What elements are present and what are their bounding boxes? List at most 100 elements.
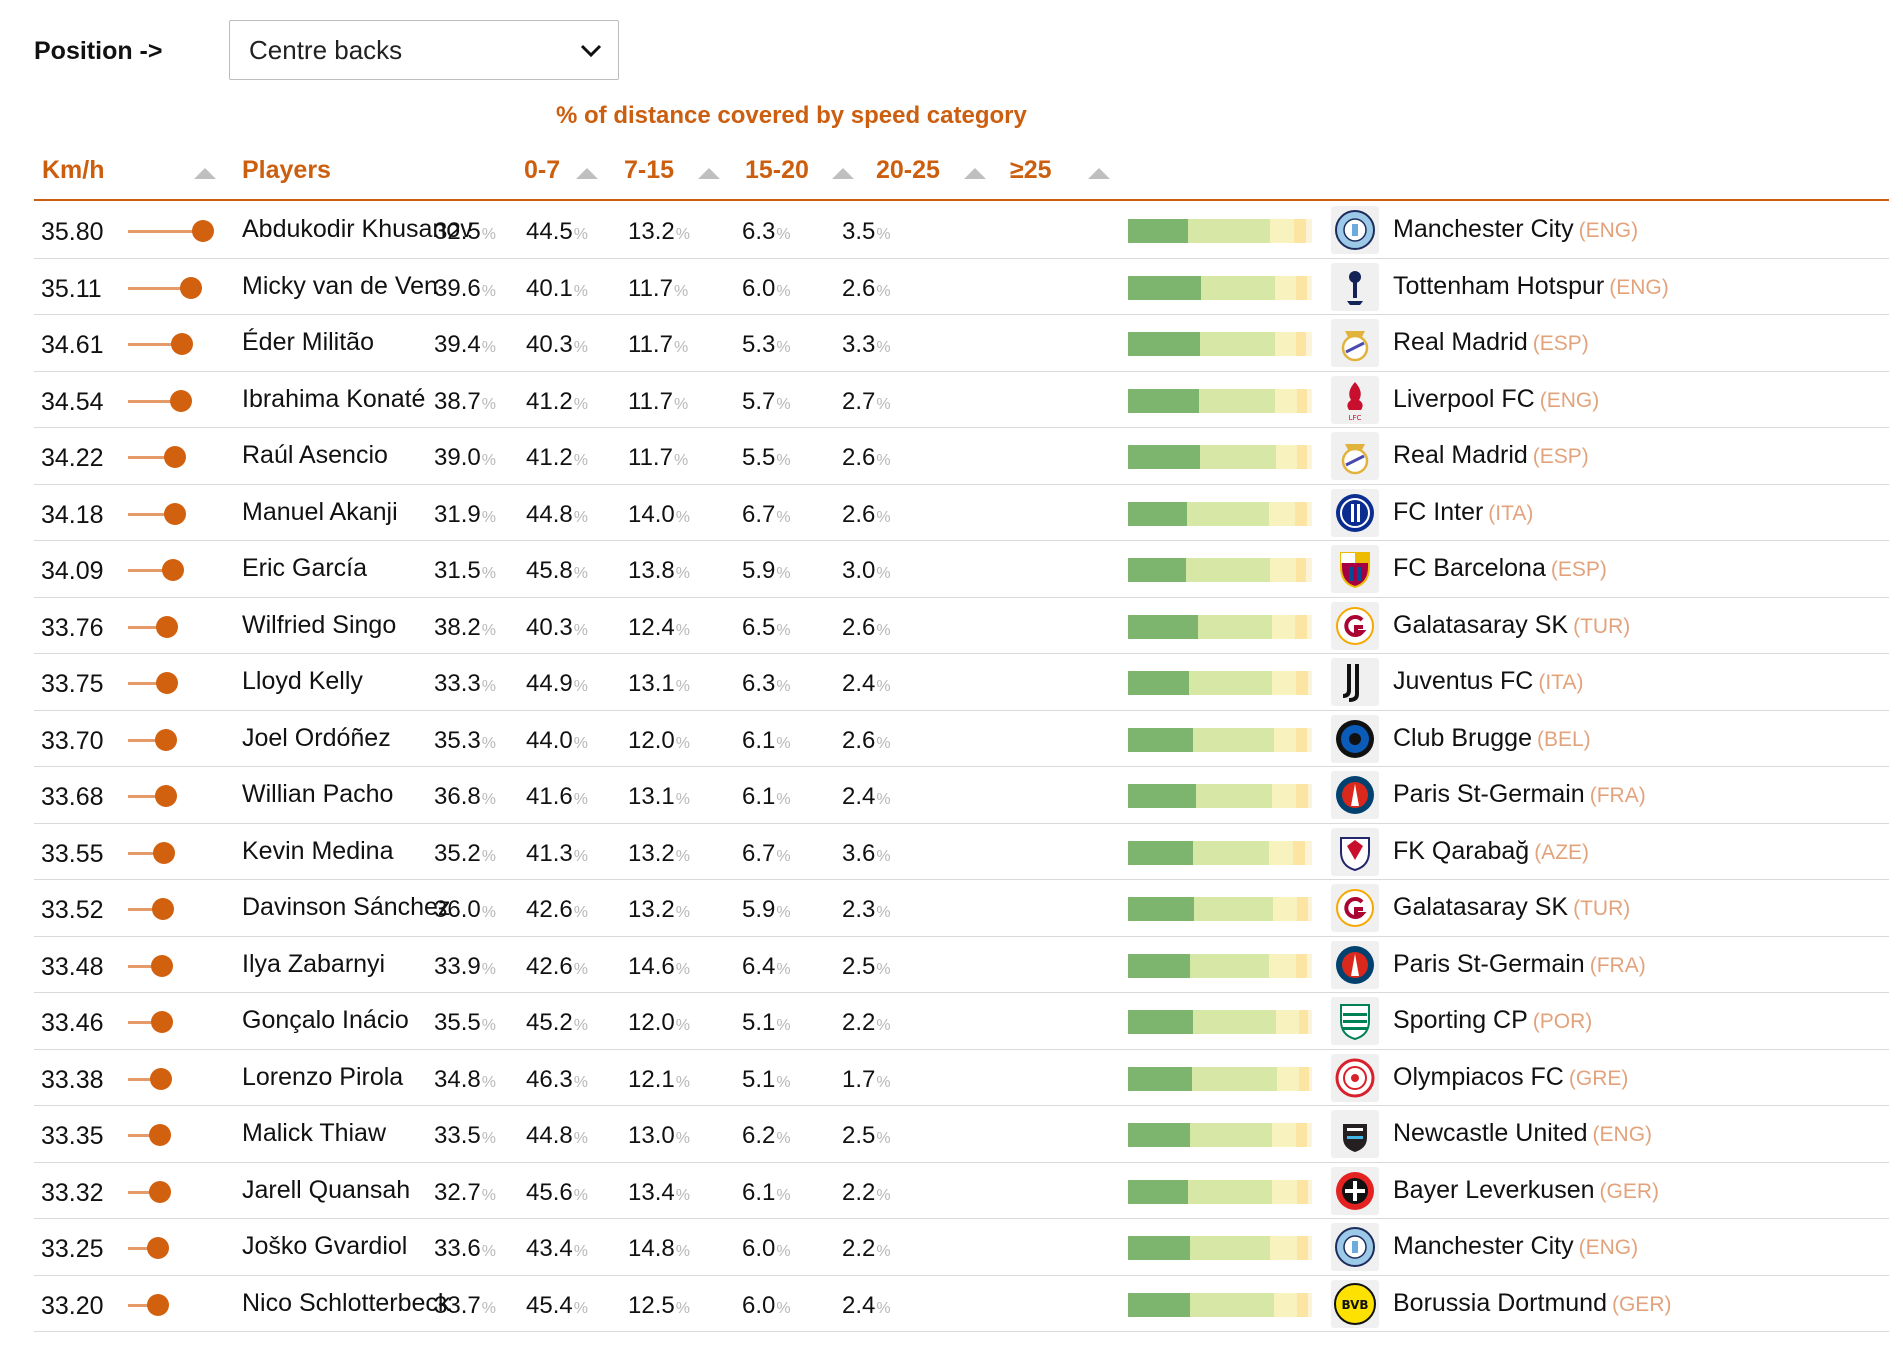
svg-text:BVB: BVB	[1341, 1298, 1368, 1312]
percent-sign: %	[776, 1073, 791, 1091]
max-speed-value: 33.38	[41, 1065, 104, 1094]
sort-0-7-icon[interactable]	[576, 168, 598, 179]
percent-sign: %	[876, 565, 891, 582]
percent-sign: %	[675, 678, 690, 695]
speed-share-value: 12.0	[628, 726, 675, 754]
lollipop-dot	[154, 785, 177, 807]
speed-share-value: 3.6	[842, 839, 876, 867]
percent-sign: %	[675, 1073, 690, 1091]
players-table: 35.80 Abdukodir Khusanov 32.5% 44.5% 13.2% 6.…	[34, 202, 1889, 1332]
bar-segment-5	[1307, 1179, 1312, 1204]
bar-segment-1	[1128, 727, 1193, 752]
speed-share-3: 13.4%	[628, 1179, 690, 1207]
club-label: Borussia Dortmund	[1393, 1288, 1607, 1317]
speed-share-value: 2.4	[842, 783, 876, 810]
speed-share-value: 6.3	[742, 670, 776, 697]
galatasaray-crest-icon	[1331, 601, 1379, 650]
bar-segment-4	[1293, 219, 1306, 243]
speed-lollipop	[128, 389, 248, 412]
max-speed-value: 33.68	[41, 783, 104, 811]
speed-lollipop	[128, 672, 248, 694]
percent-sign: %	[573, 1073, 588, 1091]
header-20-25[interactable]: 20-25	[876, 156, 940, 184]
lollipop-stem	[128, 1077, 160, 1081]
speed-share-5: 2.5%	[842, 1122, 891, 1150]
lollipop-stem	[128, 1021, 162, 1024]
sort-kmh-icon[interactable]	[194, 168, 216, 179]
bar-segment-5	[1305, 840, 1312, 865]
speed-lollipop	[128, 1011, 248, 1033]
speed-share-5: 2.2%	[842, 1235, 891, 1263]
club-label: Sporting CP	[1393, 1006, 1528, 1034]
header-25-plus[interactable]: ≥25	[1010, 156, 1052, 184]
sort-7-15-icon[interactable]	[698, 168, 720, 179]
club-name: Real Madrid (ESP)	[1393, 441, 1589, 470]
speed-share-value: 12.5	[628, 1291, 675, 1319]
percent-sign: %	[876, 791, 891, 808]
percent-sign: %	[776, 734, 791, 752]
percent-sign: %	[776, 1130, 791, 1147]
percent-sign: %	[776, 621, 791, 639]
player-name: Nico Schlotterbeck	[242, 1288, 451, 1317]
position-select[interactable]: Centre backs	[229, 20, 619, 80]
club-country: (FRA)	[1589, 953, 1646, 977]
speed-share-value: 38.7	[434, 387, 481, 415]
club-name: Real Madrid (ESP)	[1393, 328, 1589, 357]
player-name: Micky van de Ven	[242, 271, 438, 300]
max-speed-value: 33.48	[41, 952, 104, 981]
percent-sign: %	[675, 847, 690, 865]
percent-sign: %	[481, 565, 496, 582]
sort-25-plus-icon[interactable]	[1088, 168, 1110, 179]
header-0-7[interactable]: 0-7	[524, 156, 561, 184]
bar-segment-5	[1307, 275, 1312, 300]
speed-share-3: 12.1%	[628, 1066, 690, 1094]
bar-segment-2	[1200, 332, 1275, 356]
distance-share-bar	[1128, 219, 1312, 243]
position-select-value: Centre backs	[249, 34, 403, 65]
bar-segment-3	[1274, 332, 1297, 356]
dortmund-crest-icon: BVB	[1331, 1279, 1379, 1328]
bar-segment-4	[1295, 953, 1308, 978]
club-country: (BEL)	[1536, 727, 1591, 751]
club-country: (ESP)	[1550, 558, 1607, 581]
speed-share-value: 45.2	[526, 1009, 573, 1036]
speed-share-value: 32.7	[434, 1178, 481, 1206]
bar-segment-4	[1296, 1179, 1308, 1204]
header-7-15[interactable]: 7-15	[624, 156, 675, 184]
speed-category-title: % of distance covered by speed category	[556, 102, 1027, 129]
speed-share-value: 40.3	[526, 613, 573, 641]
percent-sign: %	[876, 1017, 891, 1034]
liverpool-crest-icon: LFC	[1331, 375, 1379, 424]
header-15-20[interactable]: 15-20	[745, 156, 809, 184]
percent-sign: %	[776, 1243, 791, 1260]
bar-segment-4	[1296, 332, 1306, 356]
speed-share-value: 2.2	[842, 1235, 876, 1262]
distance-share-bar	[1128, 1010, 1312, 1034]
speed-lollipop	[128, 954, 248, 977]
table-row: 33.46 Gonçalo Inácio 35.5% 45.2% 12.0% 5.1% 2.…	[34, 993, 1889, 1050]
sort-15-20-icon[interactable]	[832, 168, 854, 179]
lollipop-dot	[192, 220, 214, 242]
speed-share-value: 33.9	[434, 952, 481, 980]
sort-20-25-icon[interactable]	[964, 168, 986, 179]
speed-share-value: 38.2	[434, 613, 481, 641]
speed-share-1: 35.2%	[434, 840, 496, 868]
header-kmh[interactable]: Km/h	[42, 156, 105, 184]
player-name: Gonçalo Inácio	[242, 1006, 409, 1034]
speed-share-2: 41.3%	[526, 840, 588, 868]
bar-segment-1	[1128, 388, 1200, 413]
speed-lollipop	[128, 1124, 248, 1146]
club-label: Liverpool FC	[1393, 384, 1535, 413]
bar-segment-2	[1189, 671, 1272, 695]
club-country: (GRE)	[1568, 1066, 1629, 1090]
man-city-crest-icon	[1331, 206, 1379, 254]
percent-sign: %	[876, 847, 891, 865]
speed-share-value: 40.1	[526, 274, 573, 302]
bar-segment-5	[1307, 727, 1312, 752]
player-name: Joško Gvardiol	[242, 1232, 408, 1260]
speed-share-value: 39.6	[434, 274, 481, 302]
speed-share-2: 46.3%	[526, 1066, 588, 1094]
header-players[interactable]: Players	[242, 156, 331, 184]
percent-sign: %	[573, 1017, 588, 1034]
percent-sign: %	[573, 621, 588, 639]
